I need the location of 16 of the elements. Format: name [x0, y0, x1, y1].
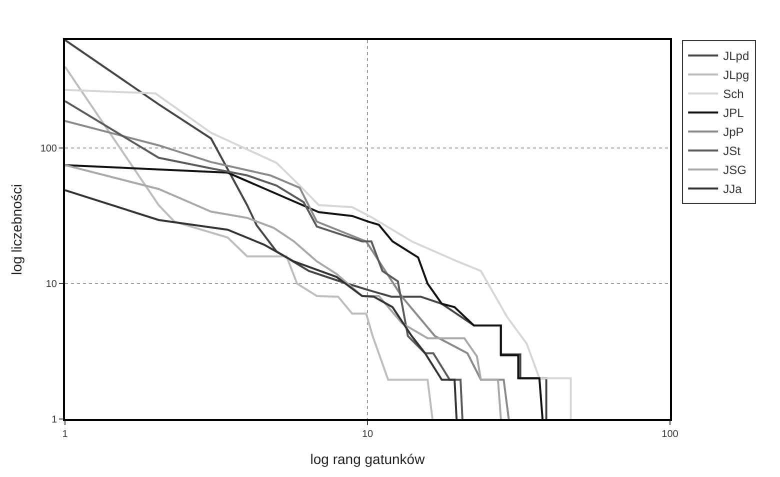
legend-label: JLpd: [723, 49, 750, 64]
x-axis-title: log rang gatunków: [310, 450, 426, 467]
legend-label: Sch: [723, 87, 744, 102]
x-tick-label: 1: [62, 429, 68, 440]
legend-label: JSG: [723, 163, 746, 178]
legend-label: JJa: [723, 182, 742, 196]
legend-label: JPL: [723, 106, 744, 120]
legend-label: JLpg: [723, 68, 750, 82]
x-tick-label: 10: [362, 429, 374, 440]
y-tick-label: 1: [51, 414, 58, 426]
y-tick-label: 100: [40, 144, 58, 155]
y-axis-title: log liczebności: [8, 184, 24, 276]
y-tick-label: 10: [46, 279, 58, 290]
legend-label: JpP: [723, 125, 744, 140]
legend-label: JSt: [723, 144, 742, 158]
x-tick-label: 100: [662, 429, 679, 440]
